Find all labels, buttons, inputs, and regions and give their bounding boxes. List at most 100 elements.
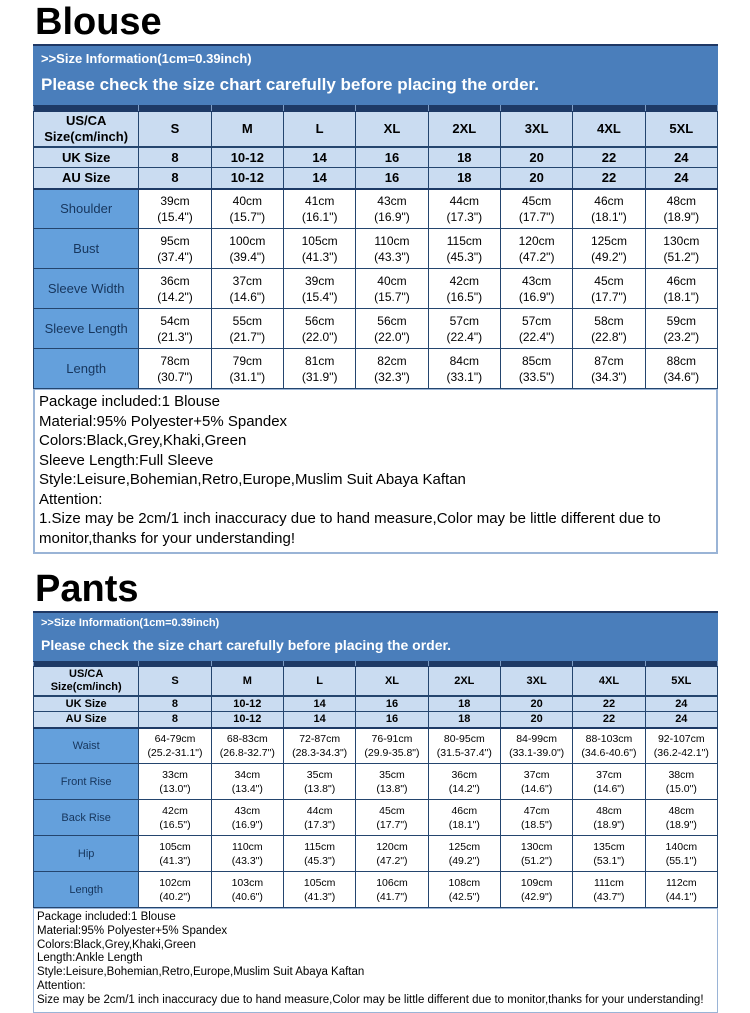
note-line: Size may be 2cm/1 inch inaccuracy due to… xyxy=(37,993,704,1006)
au-size-label: AU Size xyxy=(32,167,140,190)
measurement-value-cell: 58cm (22.8") xyxy=(572,308,646,349)
measurement-value-cell: 59cm (23.2") xyxy=(644,308,719,349)
measurement-value-cell: 120cm (47.2") xyxy=(499,228,574,269)
measurement-label: Bust xyxy=(32,228,140,269)
measurement-value-cell: 48cm (18.9") xyxy=(644,188,719,229)
section-pants: Pants >>Size Information(1cm=0.39inch) P… xyxy=(32,568,719,1013)
measurement-label: Back Rise xyxy=(32,799,140,836)
uk-size-value: 22 xyxy=(572,695,646,712)
measurement-value-cell: 76-91cm (29.9-35.8") xyxy=(355,727,429,764)
measurement-row: Length 102cm (40.2") 103cm (40.6") 105cm (41.3… xyxy=(32,871,719,908)
measurement-value-cell: 36cm (14.2") xyxy=(138,268,212,309)
au-size-label: AU Size xyxy=(32,711,140,729)
measurement-value-cell: 37cm (14.6") xyxy=(210,268,284,309)
measurement-value-cell: 105cm (41.3") xyxy=(138,835,212,872)
size-col-header: XL xyxy=(355,111,429,148)
measurement-label: Shoulder xyxy=(32,188,140,229)
uk-size-value: 14 xyxy=(282,695,357,712)
au-size-value: 22 xyxy=(572,167,646,190)
size-col-header: 2XL xyxy=(427,666,501,697)
note-line: Attention: xyxy=(37,979,86,992)
size-col-header: 5XL xyxy=(644,666,719,697)
uk-size-value: 16 xyxy=(355,146,429,168)
au-size-value: 8 xyxy=(138,711,212,729)
note-line: Style:Leisure,Bohemian,Retro,Europe,Musl… xyxy=(37,966,365,979)
measurement-value-cell: 42cm (16.5") xyxy=(138,799,212,836)
note-line: 1.Size may be 2cm/1 inch inaccuracy due … xyxy=(39,510,661,547)
au-size-row: AU Size 8 10-12 14 16 18 20 22 24 xyxy=(32,711,719,729)
size-col-header: 2XL xyxy=(427,111,501,148)
size-col-header: L xyxy=(282,111,357,148)
pants-size-table: US/CA Size(cm/inch) S M L XL 2XL 3XL 4XL 5XL UK Si… xyxy=(32,661,719,908)
table-corner-cell: US/CA Size(cm/inch) xyxy=(32,666,140,697)
measurement-value-cell: 111cm (43.7") xyxy=(572,871,646,908)
measurement-row: Shoulder 39cm (15.4") 40cm (15.7") 41cm (16.1"… xyxy=(32,188,719,229)
measurement-row: Hip 105cm (41.3") 110cm (43.3") 115cm (45.3") 1… xyxy=(32,835,719,872)
measurement-value-cell: 135cm (53.1") xyxy=(572,835,646,872)
measurement-value-cell: 40cm (15.7") xyxy=(210,188,284,229)
note-line: Attention: xyxy=(39,490,103,508)
uk-size-value: 18 xyxy=(427,695,501,712)
size-col-header: 5XL xyxy=(644,111,719,148)
measurement-value-cell: 41cm (16.1") xyxy=(282,188,357,229)
measurement-value-cell: 106cm (41.7") xyxy=(355,871,429,908)
measurement-value-cell: 79cm (31.1") xyxy=(210,348,284,389)
measurement-value-cell: 46cm (18.1") xyxy=(572,188,646,229)
measurement-value-cell: 37cm (14.6") xyxy=(499,763,574,800)
measurement-value-cell: 115cm (45.3") xyxy=(282,835,357,872)
au-size-value: 10-12 xyxy=(210,711,284,729)
measurement-value-cell: 130cm (51.2") xyxy=(499,835,574,872)
measurement-value-cell: 40cm (15.7") xyxy=(355,268,429,309)
measurement-label: Hip xyxy=(32,835,140,872)
measurement-value-cell: 95cm (37.4") xyxy=(138,228,212,269)
note-line: Package included:1 Blouse xyxy=(37,911,176,923)
measurement-value-cell: 105cm (41.3") xyxy=(282,871,357,908)
measurement-value-cell: 140cm (55.1") xyxy=(644,835,719,872)
uk-size-row: UK Size 8 10-12 14 16 18 20 22 24 xyxy=(32,695,719,712)
measurement-value-cell: 33cm (13.0") xyxy=(138,763,212,800)
au-size-value: 16 xyxy=(355,167,429,190)
measurement-row: Bust 95cm (37.4") 100cm (39.4") 105cm (41.3") 1… xyxy=(32,228,719,269)
measurement-value-cell: 120cm (47.2") xyxy=(355,835,429,872)
uk-size-row: UK Size 8 10-12 14 16 18 20 22 24 xyxy=(32,146,719,168)
uk-size-value: 20 xyxy=(499,146,574,168)
note-line: Package included:1 Blouse xyxy=(39,393,220,410)
measurement-value-cell: 85cm (33.5") xyxy=(499,348,574,389)
size-col-header: 4XL xyxy=(572,111,646,148)
measurement-value-cell: 35cm (13.8") xyxy=(282,763,357,800)
measurement-value-cell: 57cm (22.4") xyxy=(499,308,574,349)
uk-size-label: UK Size xyxy=(32,146,140,168)
size-col-header: M xyxy=(210,666,284,697)
measurement-value-cell: 44cm (17.3") xyxy=(282,799,357,836)
measurement-value-cell: 87cm (34.3") xyxy=(572,348,646,389)
uk-size-value: 8 xyxy=(138,695,212,712)
blouse-size-info-banner: >>Size Information(1cm=0.39inch) Please … xyxy=(33,44,718,105)
measurement-value-cell: 39cm (15.4") xyxy=(138,188,212,229)
note-line: Colors:Black,Grey,Khaki,Green xyxy=(37,938,196,951)
size-chart-page: Blouse >>Size Information(1cm=0.39inch) … xyxy=(0,3,750,1013)
size-info-line: >>Size Information(1cm=0.39inch) xyxy=(41,617,220,629)
measurement-value-cell: 43cm (16.9") xyxy=(210,799,284,836)
uk-size-value: 8 xyxy=(138,146,212,168)
measurement-label: Sleeve Length xyxy=(32,308,140,349)
measurement-value-cell: 110cm (43.3") xyxy=(210,835,284,872)
measurement-value-cell: 42cm (16.5") xyxy=(427,268,501,309)
measurement-row: Front Rise 33cm (13.0") 34cm (13.4") 35cm (13.… xyxy=(32,763,719,800)
blouse-notes-box: Package included:1 Blouse Material:95% Po… xyxy=(33,389,718,554)
section-blouse: Blouse >>Size Information(1cm=0.39inch) … xyxy=(32,3,719,554)
measurement-value-cell: 39cm (15.4") xyxy=(282,268,357,309)
note-line: Style:Leisure,Bohemian,Retro,Europe,Musl… xyxy=(39,471,466,488)
measurement-value-cell: 56cm (22.0") xyxy=(282,308,357,349)
pants-title: Pants xyxy=(35,568,139,610)
measurement-value-cell: 45cm (17.7") xyxy=(499,188,574,229)
measurement-value-cell: 46cm (18.1") xyxy=(644,268,719,309)
measurement-value-cell: 125cm (49.2") xyxy=(427,835,501,872)
note-line: Material:95% Polyester+5% Spandex xyxy=(39,412,288,430)
measurement-value-cell: 125cm (49.2") xyxy=(572,228,646,269)
au-size-value: 18 xyxy=(427,711,501,729)
au-size-value: 20 xyxy=(499,167,574,190)
au-size-value: 8 xyxy=(138,167,212,190)
measurement-value-cell: 109cm (42.9") xyxy=(499,871,574,908)
au-size-value: 20 xyxy=(499,711,574,729)
measurement-row: Back Rise 42cm (16.5") 43cm (16.9") 44cm (17.3… xyxy=(32,799,719,836)
